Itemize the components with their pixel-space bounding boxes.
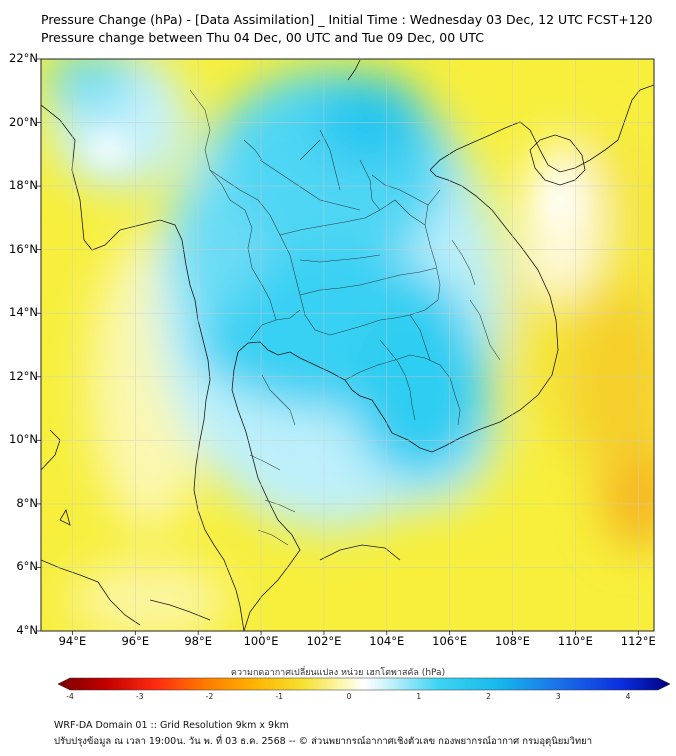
lat-label: 20°N: [9, 114, 38, 129]
lat-label: 10°N: [9, 432, 38, 447]
lon-label: 112°E: [620, 634, 656, 648]
map-title: Pressure Change (hPa) - [Data Assimilati…: [41, 12, 653, 27]
lat-label: 4°N: [16, 623, 38, 637]
lat-label: 16°N: [9, 241, 38, 256]
graticule: [41, 59, 654, 631]
colorbar-tick-label: -1: [275, 692, 283, 701]
lat-label: 12°N: [9, 368, 38, 383]
colorbar-tick-label: 1: [416, 692, 422, 701]
map-subtitle: Pressure change between Thu 04 Dec, 00 U…: [41, 30, 484, 45]
lat-label: 22°N: [9, 51, 38, 65]
colorbar-tick-label: -3: [136, 692, 144, 701]
lon-label: 106°E: [432, 634, 468, 648]
admin-boundaries: [189, 89, 501, 546]
lon-label: 96°E: [121, 634, 150, 648]
colorbar-tick-label: 4: [625, 692, 631, 701]
colorbar-tick-label: 2: [486, 692, 491, 701]
lat-label: 8°N: [16, 495, 38, 510]
colorbar-tick-label: -4: [66, 692, 74, 701]
colorbar-tick-label: 3: [555, 692, 561, 701]
footer-credit: ปรับปรุงข้อมูล ณ เวลา 19:00น. วัน พ. ที่…: [54, 736, 593, 747]
lon-label: 104°E: [369, 634, 405, 648]
coastline-boundaries: [41, 59, 654, 631]
lat-label: 18°N: [9, 178, 38, 193]
lon-label: 98°E: [184, 634, 212, 648]
colorbar-tick-label: -2: [205, 692, 214, 701]
colorbar-tick-label: 0: [346, 692, 352, 701]
map-frame: [40, 58, 655, 632]
pressure-field: [41, 59, 654, 631]
lon-label: 94°E: [58, 634, 87, 648]
colorbar: [58, 677, 670, 691]
footer-model-info: WRF-DA Domain 01 :: Grid Resolution 9km …: [54, 720, 289, 731]
lat-label: 14°N: [9, 305, 38, 320]
lon-label: 110°E: [557, 634, 593, 648]
lon-label: 100°E: [243, 634, 279, 648]
lon-label: 102°E: [306, 634, 342, 648]
lat-label: 6°N: [16, 559, 38, 574]
colorbar-label: ความกดอากาศเปลี่ยนแปลง หน่วย เฮกโตพาสคัล…: [230, 668, 446, 678]
lon-label: 108°E: [495, 634, 531, 648]
